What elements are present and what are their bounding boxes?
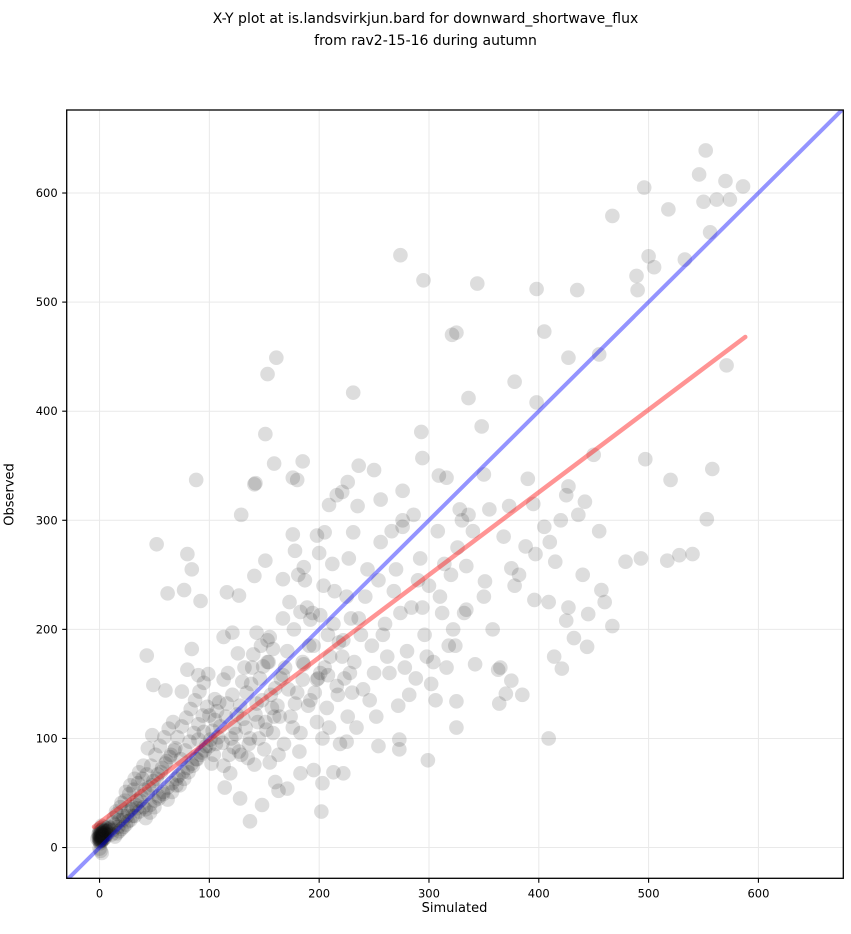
chart-title: X-Y plot at is.landsvirkjun.bard for dow… xyxy=(0,8,851,52)
y-tick-label: 200 xyxy=(36,622,58,636)
x-tick-label: 400 xyxy=(528,886,550,900)
x-tick-label: 0 xyxy=(96,886,103,900)
x-tick-label: 300 xyxy=(418,886,440,900)
y-axis-label: Observed xyxy=(2,463,18,526)
scatter-points xyxy=(90,143,751,861)
x-tick-label: 100 xyxy=(198,886,220,900)
y-tick-label: 600 xyxy=(36,186,58,200)
chart-title-line1: X-Y plot at is.landsvirkjun.bard for dow… xyxy=(212,11,639,27)
grid-lines xyxy=(66,110,844,879)
chart-title-line2: from rav2-15-16 during autumn xyxy=(314,33,537,49)
x-tick-label: 500 xyxy=(638,886,660,900)
x-axis-label: Simulated xyxy=(421,901,488,916)
y-tick-label: 100 xyxy=(36,731,58,745)
y-tick-label: 400 xyxy=(36,404,58,418)
tick-labels: 0 100 200 300 400 500 600 0 100 200 300 400 500 600 xyxy=(36,186,770,900)
fit-line xyxy=(91,334,748,830)
y-tick-label: 500 xyxy=(36,295,58,309)
x-tick-label: 200 xyxy=(308,886,330,900)
plot-frame xyxy=(66,109,844,879)
identity-line xyxy=(66,110,844,879)
x-tick-label: 600 xyxy=(747,886,769,900)
axis-ticks xyxy=(62,192,759,883)
y-tick-label: 300 xyxy=(36,513,58,527)
y-tick-label: 0 xyxy=(50,841,57,855)
